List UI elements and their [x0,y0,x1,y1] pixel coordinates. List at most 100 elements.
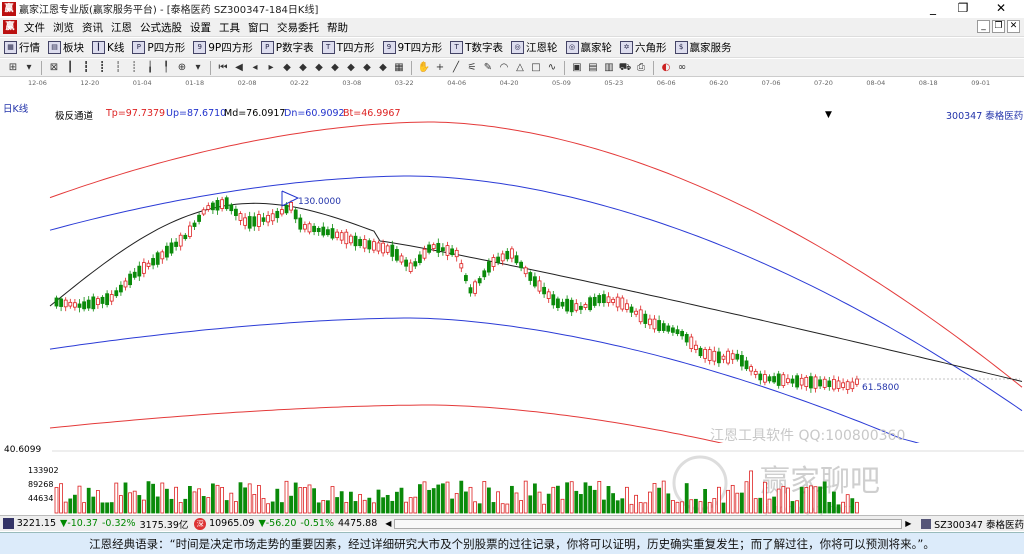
candle-body [344,231,349,245]
candle-body [809,376,813,389]
diamond-icon[interactable]: ◆ [347,61,355,73]
status-grid-icon[interactable] [3,518,14,529]
dropdown-icon[interactable]: ▾ [26,61,32,73]
layout-icon[interactable]: ⊞ [8,61,18,73]
toolbar-t-square-button[interactable]: T T四方形 [318,40,379,55]
menu-window[interactable]: 窗口 [248,21,269,34]
menu-help[interactable]: 帮助 [327,21,348,34]
restore-button[interactable]: ❐ [957,1,969,15]
toolbar-gann-wheel-button[interactable]: ◎ 江恩轮 [507,40,562,55]
menu-browse[interactable]: 浏览 [53,21,74,34]
volume-bar [841,501,845,514]
diamond-icon[interactable]: ◆ [363,61,371,73]
menu-file[interactable]: 文件 [24,21,45,34]
candle-body [413,261,418,267]
toolbar-quotes-button[interactable]: ▦ 行情 [0,40,44,55]
box-icon[interactable]: □ [531,61,541,73]
date-tick: 09-01 [971,79,991,87]
toolbar-9t-square-button[interactable]: 9 9T四方形 [379,40,447,55]
diamond-icon[interactable]: ◆ [283,61,291,73]
globe-icon[interactable]: ◐ [661,61,671,73]
close-button[interactable]: ✕ [995,1,1007,15]
toolbar-p-table-button[interactable]: P P数字表 [257,40,318,55]
scrollbar[interactable] [394,518,903,529]
candle-body [804,376,809,388]
toolbar-p-square-button[interactable]: P P四方形 [128,40,189,55]
candle-icon[interactable]: ┊ [130,61,138,73]
zoom-icon[interactable]: ⊕ [177,61,187,73]
save-icon[interactable]: ▤ [588,61,598,73]
dropdown-arrow-icon[interactable]: ▼ [825,110,832,120]
first-icon[interactable]: ⏮ [218,61,228,73]
print-icon[interactable]: ⎙ [637,61,645,73]
film-icon[interactable]: ▥ [604,61,614,73]
stock-tab[interactable]: SZ300347 泰格医药 [934,519,1024,531]
menu-info[interactable]: 资讯 [82,21,103,34]
scroll-left-icon[interactable]: ◀ [385,519,392,528]
toolbar-sector-button[interactable]: ▤ 板块 [44,40,88,55]
grid-icon[interactable]: ▦ [394,61,404,73]
menu-trade[interactable]: 交易委托 [277,21,319,34]
diamond-icon[interactable]: ◆ [299,61,307,73]
volume-bar [684,483,689,514]
wave-icon[interactable]: ∿ [547,61,557,73]
toolbar-kline-button[interactable]: ┃ K线 [88,40,128,55]
scroll-right-icon[interactable]: ▶ [905,519,912,528]
cross-icon[interactable]: + [435,61,445,73]
left-icon[interactable]: ◂ [252,61,258,73]
kline-chart[interactable]: 130.0000 61.5800 江恩工具软件 QQ:100800360 [0,88,1024,443]
toolbar-hexagon-button[interactable]: ✡ 六角形 [616,40,671,55]
mdi-close-button[interactable]: ✕ [1007,20,1020,33]
car-icon[interactable]: ⛟ [618,61,632,73]
infinity-icon[interactable]: ∞ [677,61,687,73]
diamond-icon[interactable]: ◆ [379,61,387,73]
toolbar-winner-wheel-button[interactable]: ◎ 赢家轮 [562,40,617,55]
candle-icon[interactable]: ╽ [146,61,154,73]
candle-icon[interactable]: ┇ [82,61,90,73]
period-icon[interactable]: ⊠ [49,61,59,73]
tp-value: Tp=97.7379 [106,108,166,119]
mdi-minimize-button[interactable]: _ [977,20,990,33]
menu-settings[interactable]: 设置 [190,21,211,34]
candle-icon[interactable]: ┃ [66,61,74,73]
volume-bar [795,500,799,514]
candle-body [100,296,105,304]
minimize-button[interactable]: _ [930,1,936,15]
arc-icon[interactable]: ◠ [499,61,509,73]
candle-icon[interactable]: ╿ [162,61,170,73]
right-icon[interactable]: ▸ [268,61,274,73]
pencil-icon[interactable]: ✎ [483,61,493,73]
volume-bar [141,499,146,514]
volume-bar [666,493,671,514]
toolbar-t-table-button[interactable]: T T数字表 [446,40,507,55]
volume-bar [206,497,211,514]
sz-pct: -0.51% [300,518,334,529]
mdi-restore-button[interactable]: ❐ [992,20,1005,33]
fan-icon[interactable]: ⚟ [467,61,477,73]
toolbar-service-button[interactable]: $ 赢家服务 [671,40,736,55]
line-icon[interactable]: ╱ [452,61,460,73]
hand-icon[interactable]: ✋ [417,61,431,73]
candle-body [192,222,197,227]
candle-icon[interactable]: ┋ [98,61,106,73]
menu-tools[interactable]: 工具 [219,21,240,34]
note-icon[interactable]: ▣ [572,61,582,73]
volume-bar [256,485,261,514]
prev-icon[interactable]: ◀ [235,61,243,73]
candle-body [91,296,96,310]
diamond-icon[interactable]: ◆ [331,61,339,73]
menu-formula[interactable]: 公式选股 [140,21,182,34]
candle-body [376,242,381,252]
dropdown-icon[interactable]: ▾ [195,61,201,73]
volume-bar [298,487,303,514]
sz-amount: 4475.88 [337,518,378,529]
candle-body [146,262,151,267]
diamond-icon[interactable]: ◆ [315,61,323,73]
tri-icon[interactable]: △ [516,61,524,73]
toolbar-9p-square-button[interactable]: 9 9P四方形 [189,40,257,55]
menu-gann[interactable]: 江恩 [111,21,132,34]
period-label: 日K线 [3,104,29,115]
candle-body [178,234,183,247]
candle-body [390,244,395,257]
candle-icon[interactable]: ┆ [114,61,122,73]
